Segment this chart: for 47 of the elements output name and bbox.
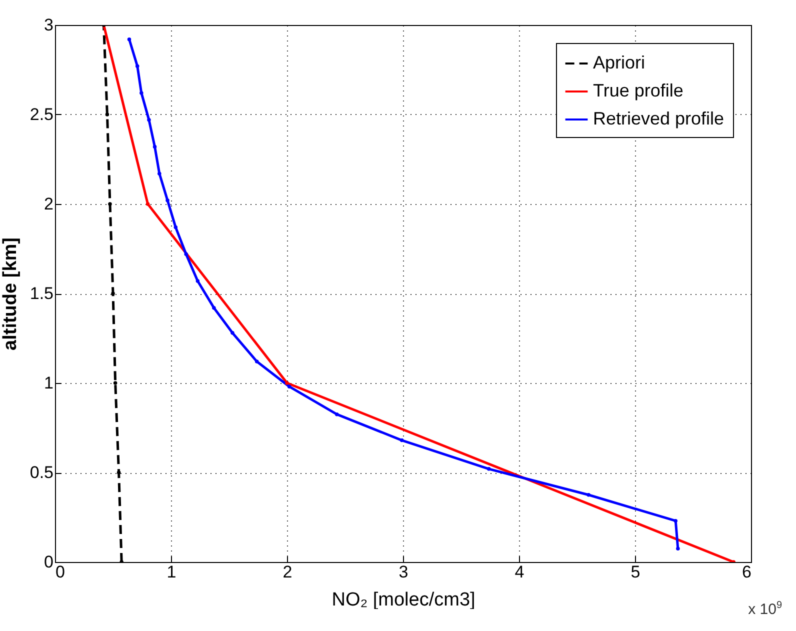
point — [147, 118, 151, 122]
point — [254, 360, 259, 364]
line-series — [102, 25, 124, 562]
x-tick-label: 2 — [282, 562, 292, 582]
legend-label: Retrieved profile — [593, 108, 724, 128]
point — [111, 292, 115, 296]
point — [287, 384, 292, 388]
point — [135, 64, 140, 68]
x-tick-label: 6 — [742, 562, 752, 582]
y-tick-label: 3 — [44, 16, 54, 34]
legend-label: Apriori — [593, 52, 646, 72]
point — [116, 470, 121, 474]
y-tick-label: 1.5 — [30, 284, 54, 303]
point — [486, 467, 491, 471]
point — [152, 144, 157, 149]
legend-label: True profile — [593, 80, 684, 100]
y-tick-label: 2.5 — [30, 105, 54, 124]
point — [113, 381, 118, 385]
x-tick-label: 3 — [398, 562, 408, 582]
x-tick-label: 5 — [630, 562, 640, 582]
point — [674, 518, 678, 523]
point — [196, 279, 200, 283]
point — [174, 225, 178, 230]
y-tick-label: 2 — [44, 194, 54, 214]
point — [184, 252, 188, 256]
point — [158, 172, 162, 176]
point — [212, 306, 216, 310]
point — [166, 198, 170, 202]
point — [400, 438, 404, 442]
y-tick-label: 1 — [44, 374, 54, 392]
point — [230, 331, 234, 335]
text: x 10$^{9}$ — [748, 600, 782, 618]
point — [140, 91, 144, 95]
point — [108, 202, 112, 206]
point — [335, 412, 339, 416]
x-tick-label: 1 — [166, 562, 176, 582]
point — [105, 112, 110, 116]
point — [127, 37, 132, 42]
point — [676, 546, 680, 550]
x-tick-label: 0 — [56, 562, 65, 582]
line-series — [102, 25, 736, 562]
x-tick-label: 4 — [514, 562, 524, 582]
point — [146, 202, 150, 206]
y-tick-label: 0.5 — [30, 463, 54, 482]
y-axis-title: altitude [km] — [0, 238, 21, 350]
point — [586, 493, 590, 497]
point — [285, 381, 289, 385]
